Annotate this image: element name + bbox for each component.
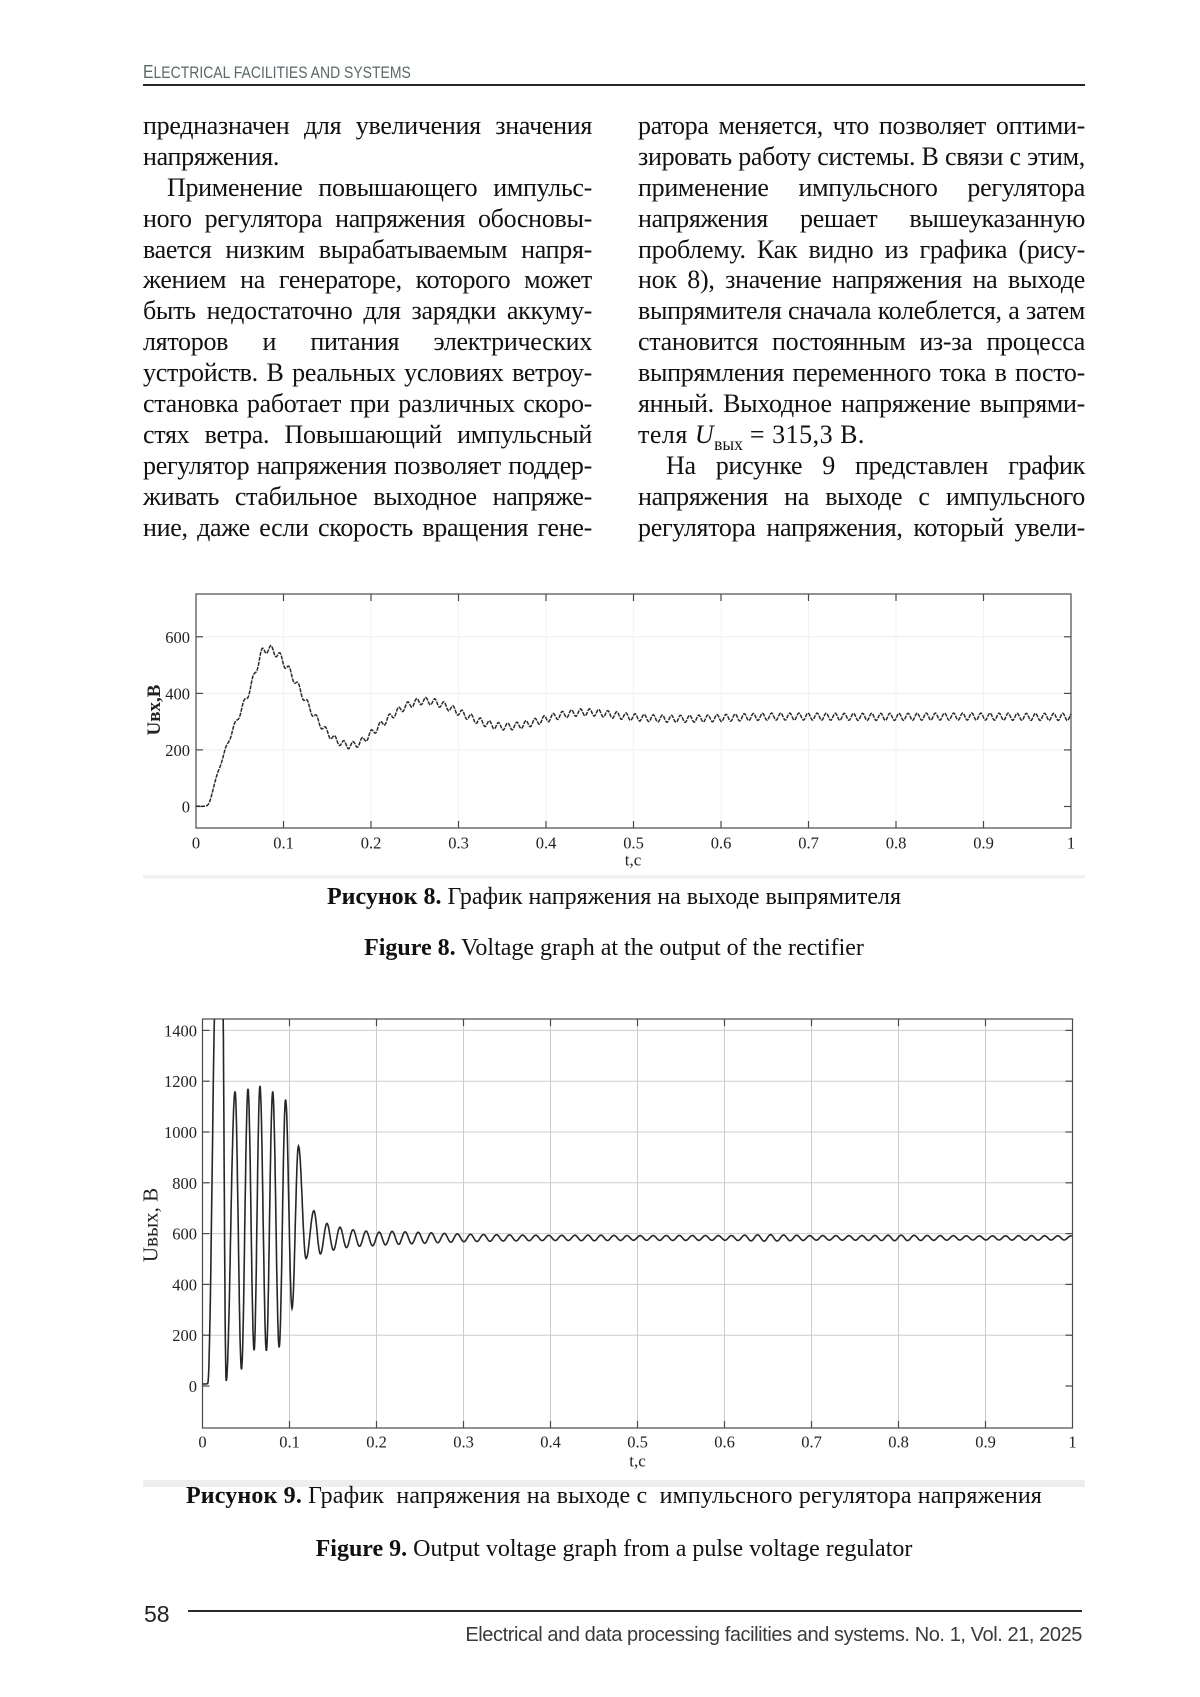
svg-text:0.1: 0.1 xyxy=(279,1433,300,1452)
svg-text:0.6: 0.6 xyxy=(711,834,732,853)
svg-text:Uвых, В: Uвых, В xyxy=(139,1188,163,1262)
svg-text:0.7: 0.7 xyxy=(801,1433,822,1452)
svg-text:1000: 1000 xyxy=(164,1123,197,1142)
svg-text:1200: 1200 xyxy=(164,1072,197,1091)
svg-text:t,c: t,c xyxy=(625,851,642,870)
svg-text:0.8: 0.8 xyxy=(886,834,907,853)
svg-text:t,c: t,c xyxy=(629,1452,646,1471)
svg-text:0.4: 0.4 xyxy=(540,1433,561,1452)
svg-text:0.5: 0.5 xyxy=(623,834,644,853)
svg-text:0: 0 xyxy=(189,1377,197,1396)
svg-text:1: 1 xyxy=(1068,1433,1076,1452)
svg-text:0.8: 0.8 xyxy=(888,1433,909,1452)
svg-text:0.2: 0.2 xyxy=(366,1433,387,1452)
svg-text:0.9: 0.9 xyxy=(973,834,994,853)
svg-text:0.1: 0.1 xyxy=(273,834,294,853)
svg-text:0.3: 0.3 xyxy=(448,834,469,853)
svg-text:0.3: 0.3 xyxy=(453,1433,474,1452)
svg-text:0: 0 xyxy=(198,1433,206,1452)
svg-text:Uвх,В: Uвх,В xyxy=(144,684,165,735)
svg-text:800: 800 xyxy=(172,1174,197,1193)
svg-text:600: 600 xyxy=(172,1225,197,1244)
svg-text:1: 1 xyxy=(1067,834,1075,853)
svg-text:600: 600 xyxy=(165,628,190,647)
svg-text:200: 200 xyxy=(172,1326,197,1345)
svg-text:200: 200 xyxy=(165,741,190,760)
svg-text:0.4: 0.4 xyxy=(536,834,557,853)
svg-text:0: 0 xyxy=(182,798,190,817)
svg-text:0.7: 0.7 xyxy=(798,834,819,853)
svg-text:1400: 1400 xyxy=(164,1021,197,1040)
svg-text:400: 400 xyxy=(165,684,190,703)
svg-text:0.9: 0.9 xyxy=(975,1433,996,1452)
svg-text:0.6: 0.6 xyxy=(714,1433,735,1452)
svg-text:0: 0 xyxy=(192,834,200,853)
svg-text:400: 400 xyxy=(172,1275,197,1294)
svg-text:0.5: 0.5 xyxy=(627,1433,648,1452)
svg-text:0.2: 0.2 xyxy=(361,834,382,853)
